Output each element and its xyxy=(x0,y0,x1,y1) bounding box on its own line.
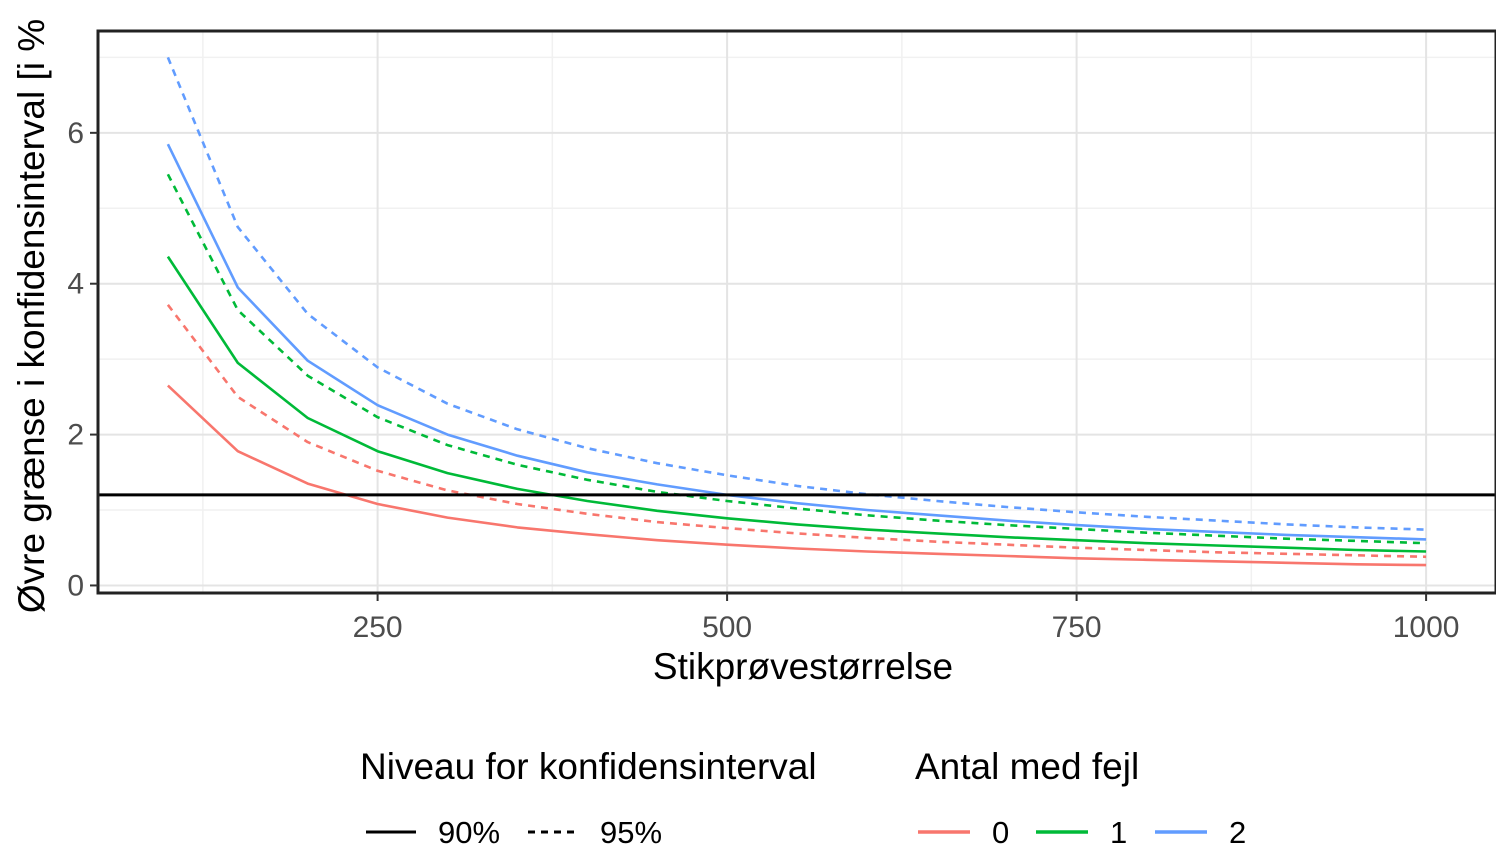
legend-level-title: Niveau for konfidensinterval xyxy=(360,746,817,787)
x-tick-label: 250 xyxy=(353,611,403,644)
legend-label-level: 95% xyxy=(600,815,662,848)
x-tick-label: 1000 xyxy=(1393,611,1460,644)
y-tick-label: 2 xyxy=(67,419,84,452)
y-tick-label: 0 xyxy=(67,569,84,602)
series-line-1-95pct xyxy=(166,173,1427,545)
series-line-0-90pct xyxy=(167,384,1427,567)
legend-errors-title: Antal med fejl xyxy=(915,746,1139,787)
series-lines xyxy=(166,56,1427,567)
legend-items: 90% 95% 0 1 2 xyxy=(366,815,1246,850)
x-axis-title: Stikprøvestørrelse xyxy=(653,646,953,687)
series-line-2-90pct xyxy=(166,143,1427,541)
series-line-0-95pct xyxy=(166,304,1427,559)
series-line-1-90pct xyxy=(166,255,1427,553)
grid xyxy=(98,31,1496,593)
legend: Niveau for konfidensinterval Antal med f… xyxy=(360,746,1246,850)
legend-label-errors: 0 xyxy=(992,815,1009,848)
axes: 250 500 750 1000 0 2 4 6 xyxy=(67,117,1459,644)
legend-label-level: 90% xyxy=(438,815,500,848)
series-line-2-95pct xyxy=(166,56,1427,531)
x-tick-label: 500 xyxy=(702,611,752,644)
panel-border xyxy=(96,29,1496,595)
y-axis-title: Øvre grænse i konfidensinterval [i % xyxy=(11,19,52,613)
y-tick-label: 4 xyxy=(67,268,84,301)
x-tick-label: 750 xyxy=(1052,611,1102,644)
legend-label-errors: 1 xyxy=(1110,815,1127,848)
y-tick-label: 6 xyxy=(67,117,84,150)
legend-label-errors: 2 xyxy=(1229,815,1246,848)
